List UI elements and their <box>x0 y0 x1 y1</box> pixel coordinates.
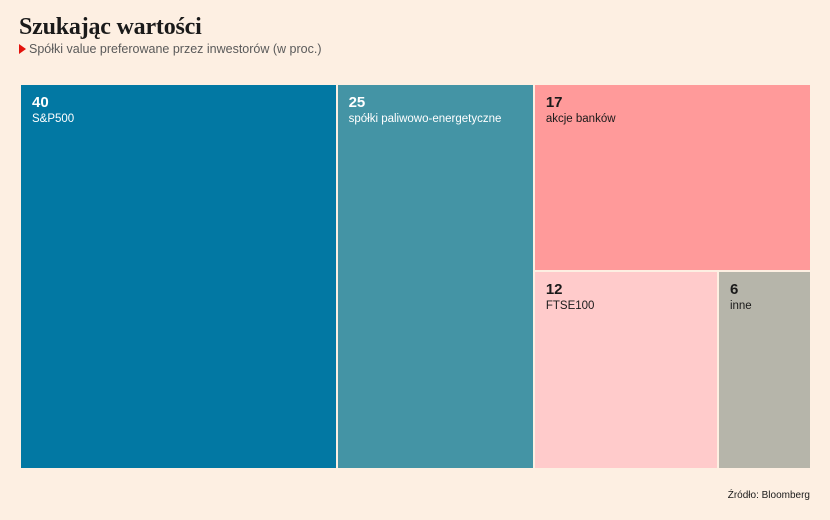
tile-label: inne <box>729 300 752 313</box>
treemap-tile: 25 spółki paliwowo-energetyczne <box>337 85 533 468</box>
treemap-tile: 12 FTSE100 <box>534 272 717 468</box>
treemap: 40 S&P500 25 spółki paliwowo-energetyczne 17… <box>21 85 810 468</box>
chart-subtitle: Spółki value preferowane przez inwestoró… <box>29 42 322 56</box>
source-note: Źródło: Bloomberg <box>727 490 810 501</box>
tile-label: spółki paliwowo-energetyczne <box>348 113 502 125</box>
tile-value: 12 <box>545 281 563 299</box>
tile-value: 40 <box>32 94 49 111</box>
chart-title: Szukając wartości <box>19 14 202 40</box>
tile-value: 6 <box>729 281 739 299</box>
triangle-marker-icon <box>19 44 26 54</box>
tile-value: 25 <box>348 94 366 111</box>
subtitle-row: Spółki value preferowane przez inwestoró… <box>19 42 322 56</box>
treemap-tile: 40 S&P500 <box>21 85 336 468</box>
treemap-tile: 17 akcje banków <box>534 85 810 271</box>
tile-label: FTSE100 <box>545 300 595 313</box>
tile-value: 17 <box>545 94 563 111</box>
tile-label: S&P500 <box>32 113 75 125</box>
treemap-tile: 6 inne <box>718 272 810 468</box>
tile-label: akcje banków <box>545 113 616 125</box>
